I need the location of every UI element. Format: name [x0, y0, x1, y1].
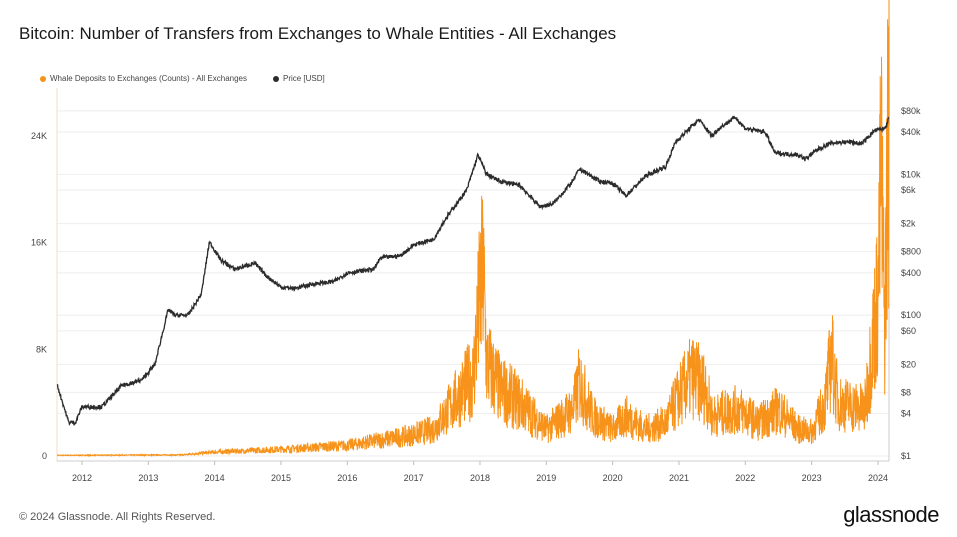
- right-tick-label: $2k: [901, 219, 916, 229]
- legend-item-price[interactable]: Price [USD]: [272, 74, 325, 83]
- x-tick-label: 2022: [735, 473, 755, 483]
- left-tick-label: 8K: [36, 344, 47, 354]
- x-tick-label: 2012: [72, 473, 92, 483]
- x-tick-label: 2021: [669, 473, 689, 483]
- x-tick-label: 2024: [868, 473, 888, 483]
- x-tick-label: 2020: [603, 473, 623, 483]
- right-tick-label: $100: [901, 310, 921, 320]
- right-tick-label: $10k: [901, 169, 921, 179]
- right-tick-label: $400: [901, 268, 921, 278]
- x-tick-label: 2017: [404, 473, 424, 483]
- x-tick-label: 2015: [271, 473, 291, 483]
- right-tick-label: $800: [901, 247, 921, 257]
- whale-deposits-line: [57, 0, 890, 458]
- x-tick-label: 2013: [138, 473, 158, 483]
- legend: Whale Deposits to Exchanges (Counts) - A…: [40, 74, 325, 83]
- left-tick-label: 16K: [31, 238, 47, 248]
- right-tick-label: $4: [901, 409, 911, 419]
- orange-dot-icon: [40, 75, 46, 82]
- right-tick-label: $1: [901, 451, 911, 461]
- x-tick-label: 2016: [337, 473, 357, 483]
- x-tick-label: 2019: [536, 473, 556, 483]
- legend-item-whale[interactable]: Whale Deposits to Exchanges (Counts) - A…: [40, 74, 247, 83]
- left-tick-label: 24K: [31, 131, 47, 141]
- right-tick-label: $40k: [901, 127, 921, 137]
- x-tick-label: 2018: [470, 473, 490, 483]
- x-tick-label: 2023: [802, 473, 822, 483]
- right-tick-label: $8: [901, 387, 911, 397]
- legend-label: Price [USD]: [282, 74, 325, 83]
- left-tick-label: 0: [42, 451, 47, 461]
- right-tick-label: $80k: [901, 106, 921, 116]
- right-tick-label: $20: [901, 359, 916, 369]
- black-dot-icon: [272, 75, 279, 82]
- legend-label: Whale Deposits to Exchanges (Counts) - A…: [50, 74, 247, 83]
- chart-title: Bitcoin: Number of Transfers from Exchan…: [19, 24, 617, 43]
- x-tick-label: 2014: [205, 473, 225, 483]
- price-line: [56, 115, 890, 427]
- right-tick-label: $6k: [901, 185, 916, 195]
- copyright: © 2024 Glassnode. All Rights Reserved.: [19, 511, 216, 523]
- glassnode-logo: glassnode: [843, 502, 939, 527]
- right-tick-label: $60: [901, 326, 916, 336]
